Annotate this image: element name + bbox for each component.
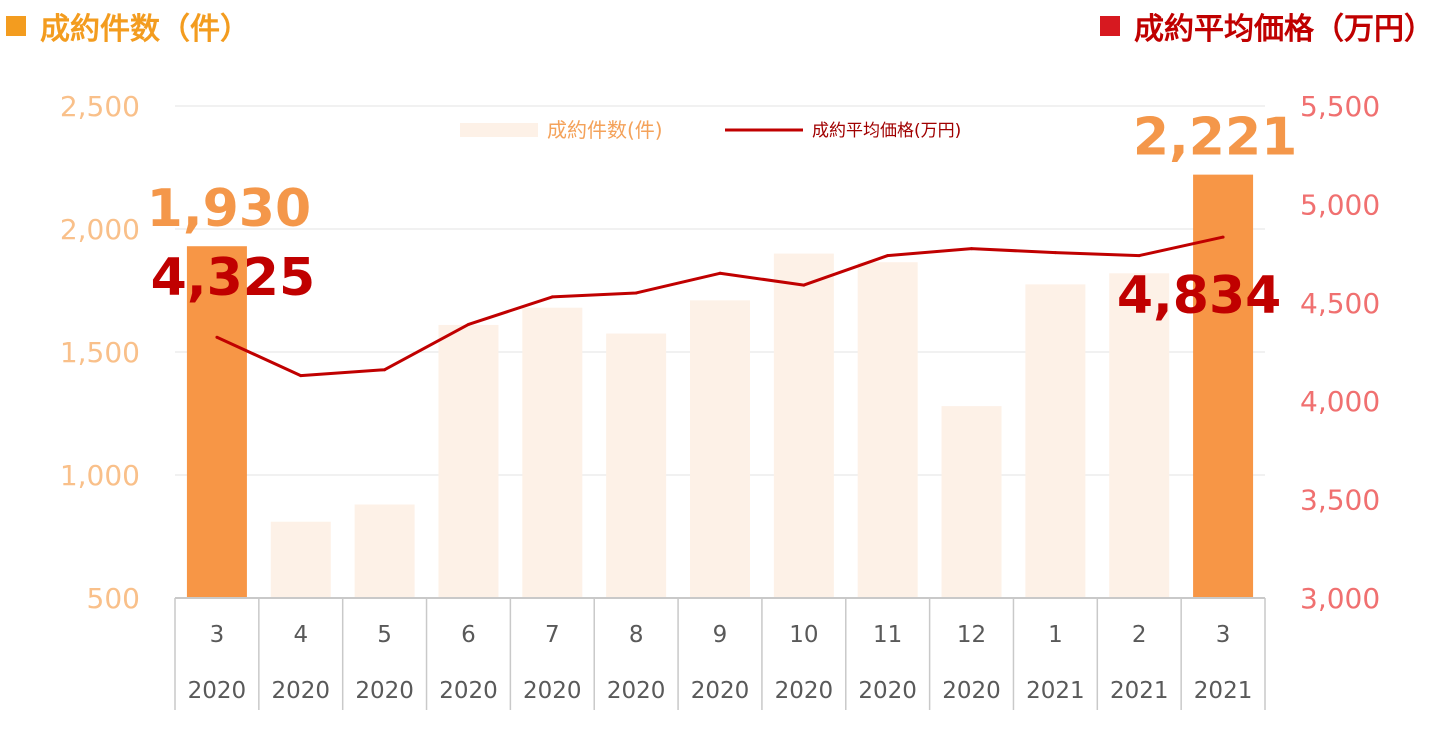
bar: [522, 307, 583, 598]
line-first-callout: 4,325: [151, 248, 315, 308]
category-year-label: 2021: [1110, 678, 1169, 704]
bar-last-callout: 2,221: [1133, 108, 1297, 168]
bar: [606, 333, 667, 598]
legend: 成約件数(件) 成約平均価格(万円): [460, 118, 961, 142]
category-year-label: 2020: [355, 678, 414, 704]
line-point: [634, 291, 638, 295]
bar: [1193, 174, 1254, 598]
right-axis-ticks: 3,000 3,500 4,000 4,500 5,000 5,500: [1300, 90, 1380, 615]
category-year-label: 2020: [439, 678, 498, 704]
category-month-label: 5: [377, 622, 392, 648]
category-month-label: 10: [789, 622, 818, 648]
category-year-label: 2021: [1026, 678, 1085, 704]
left-tick-label: 1,000: [60, 459, 140, 492]
line-point: [718, 271, 722, 275]
line-point: [466, 322, 470, 326]
square-icon: [1100, 16, 1120, 36]
left-axis-title-text: 成約件数（件）: [40, 12, 250, 47]
line-point: [886, 254, 890, 258]
bar: [354, 504, 415, 598]
left-axis-ticks: 500 1,000 1,500 2,000 2,500: [60, 90, 140, 615]
left-axis-title: 成約件数（件）: [6, 4, 250, 48]
line-point: [802, 283, 806, 287]
bar: [690, 300, 750, 598]
category-year-label: 2020: [607, 678, 666, 704]
bar: [941, 406, 1002, 598]
category-year-label: 2021: [1194, 678, 1253, 704]
line-point: [299, 374, 303, 378]
right-tick-label: 4,500: [1300, 287, 1380, 320]
category-month-label: 6: [461, 622, 476, 648]
category-month-label: 3: [210, 622, 225, 648]
legend-bar-label: 成約件数(件): [547, 118, 663, 142]
bar: [1025, 284, 1086, 598]
category-month-label: 1: [1048, 622, 1063, 648]
right-tick-label: 3,500: [1300, 484, 1380, 517]
category-year-label: 2020: [523, 678, 582, 704]
category-month-label: 2: [1132, 622, 1147, 648]
line-point: [1053, 251, 1057, 255]
left-tick-label: 2,500: [60, 90, 140, 123]
category-year-label: 2020: [775, 678, 834, 704]
bar: [270, 521, 331, 598]
left-tick-label: 1,500: [60, 336, 140, 369]
bar: [773, 253, 834, 598]
legend-line-label: 成約平均価格(万円): [812, 121, 961, 141]
line-series: [215, 235, 1225, 378]
category-month-label: 7: [545, 622, 560, 648]
line-point: [970, 247, 974, 251]
bar-first-callout: 1,930: [147, 179, 311, 239]
category-year-label: 2020: [188, 678, 247, 704]
category-year-label: 2020: [691, 678, 750, 704]
category-month-label: 4: [293, 622, 308, 648]
left-tick-label: 2,000: [60, 213, 140, 246]
line-point: [1221, 235, 1225, 239]
category-month-label: 8: [629, 622, 644, 648]
callouts: 1,930 2,221 4,325 4,834: [147, 108, 1298, 326]
line-point: [383, 368, 387, 372]
right-axis-title-text: 成約平均価格（万円）: [1134, 12, 1434, 47]
category-year-label: 2020: [942, 678, 1001, 704]
right-tick-label: 4,000: [1300, 385, 1380, 418]
left-tick-label: 500: [87, 582, 140, 615]
category-month-label: 11: [873, 622, 902, 648]
bar: [186, 246, 247, 598]
line-point: [1137, 254, 1141, 258]
line-point: [215, 335, 219, 339]
category-month-label: 12: [957, 622, 986, 648]
line-point: [550, 295, 554, 299]
bar: [1109, 273, 1170, 598]
category-month-label: 9: [713, 622, 728, 648]
category-year-label: 2020: [858, 678, 917, 704]
bar: [857, 262, 918, 598]
bar: [438, 324, 499, 598]
right-tick-label: 5,500: [1300, 90, 1380, 123]
legend-bar-swatch: [460, 123, 538, 137]
category-month-label: 3: [1216, 622, 1231, 648]
right-tick-label: 5,000: [1300, 188, 1380, 221]
line-last-callout: 4,834: [1117, 266, 1281, 326]
square-icon: [6, 16, 26, 36]
right-tick-label: 3,000: [1300, 582, 1380, 615]
bar-series: [186, 174, 1254, 598]
right-axis-title: 成約平均価格（万円）: [1100, 4, 1434, 48]
category-year-label: 2020: [271, 678, 330, 704]
category-axis-table: 3 2020 4 2020 5 2020 6 2020 7 2020 8 2020 9 2020 10 202…: [174, 597, 1266, 710]
